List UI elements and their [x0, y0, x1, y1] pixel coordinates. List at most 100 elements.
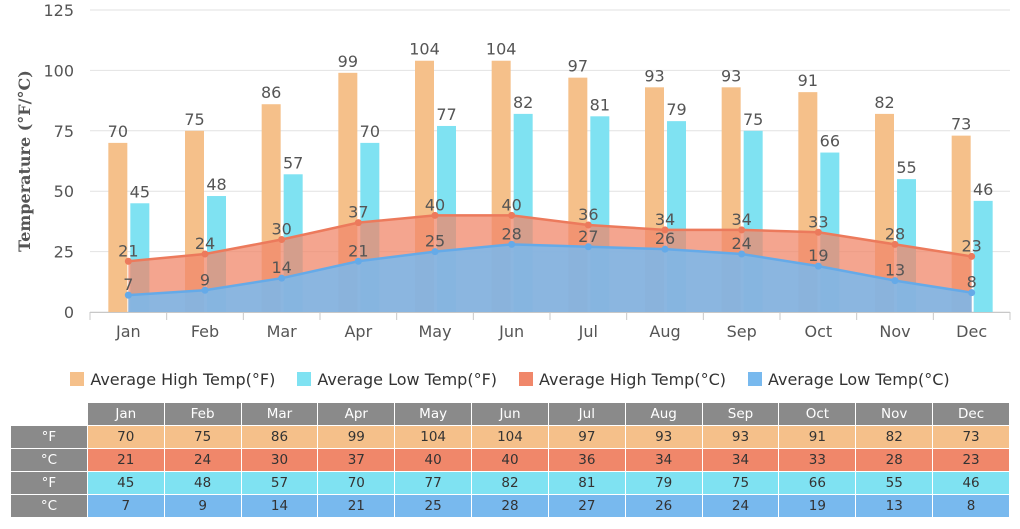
table-cell: 23	[933, 449, 1009, 471]
data-label-low-f: 81	[590, 95, 610, 114]
data-label-low-c: 24	[731, 234, 751, 253]
table-cell: 46	[933, 472, 1009, 494]
data-label-high-f: 86	[261, 83, 281, 102]
point-low-c	[891, 277, 899, 285]
point-high-c	[201, 250, 209, 258]
chart-legend: Average High Temp(°F) Average Low Temp(°F…	[0, 366, 1020, 392]
table-cell: 27	[548, 495, 625, 517]
data-label-high-f: 91	[798, 71, 818, 90]
table-cell: 26	[625, 495, 702, 517]
data-label-high-c: 28	[885, 224, 905, 243]
table-cell: 82	[856, 426, 933, 448]
x-tick-label: Aug	[649, 322, 680, 341]
table-row: °F 70 75 86 99 104 104 97 93 93 91 82 73	[11, 426, 1009, 448]
table-row-unit: °F	[11, 472, 87, 494]
point-high-c	[661, 226, 669, 234]
data-label-high-c: 23	[961, 236, 981, 255]
data-label-high-f: 99	[338, 52, 358, 71]
table-cell: 40	[472, 449, 548, 471]
table-row-unit: °C	[11, 495, 87, 517]
line-high-c	[128, 214, 972, 263]
table-row: °F 45 48 57 70 77 82 81 79 75 66 55 46	[11, 472, 1009, 494]
data-label-high-c: 34	[655, 210, 675, 229]
table-header-month: Sep	[702, 403, 779, 425]
data-label-low-f: 45	[130, 182, 150, 201]
table-corner	[11, 403, 87, 425]
x-tick-label: May	[418, 322, 451, 341]
data-label-low-f: 55	[896, 158, 916, 177]
legend-label: Average High Temp(°C)	[539, 369, 726, 389]
x-tick-label: Apr	[344, 322, 372, 341]
point-low-c	[508, 240, 516, 248]
table-header-month: Dec	[933, 403, 1009, 425]
legend-label: Average Low Temp(°C)	[767, 369, 950, 389]
x-tick-label: Oct	[804, 322, 832, 341]
table-cell: 40	[395, 449, 472, 471]
table-cell: 70	[87, 426, 164, 448]
table-cell: 30	[241, 449, 318, 471]
legend-item[interactable]: Average Low Temp(°F)	[297, 370, 497, 389]
data-label-high-c: 37	[348, 203, 368, 222]
table-cell: 55	[856, 472, 933, 494]
point-low-c	[661, 245, 669, 253]
x-tick-label: Jan	[115, 322, 141, 341]
table-header-month: Jan	[87, 403, 164, 425]
table-cell: 79	[625, 472, 702, 494]
table-header-month: May	[395, 403, 472, 425]
legend-label: Average High Temp(°F)	[90, 369, 276, 389]
point-low-c	[201, 286, 209, 294]
x-tick-label: Feb	[191, 322, 219, 341]
point-high-c	[278, 236, 286, 244]
data-label-low-f: 57	[283, 153, 303, 172]
table-cell: 37	[318, 449, 395, 471]
table-cell: 93	[702, 426, 779, 448]
point-high-c	[814, 228, 822, 236]
data-label-high-f: 82	[874, 93, 894, 112]
data-label-high-c: 40	[425, 195, 445, 214]
table-cell: 9	[164, 495, 241, 517]
table-header-month: Oct	[779, 403, 856, 425]
table-cell: 75	[702, 472, 779, 494]
table-cell: 25	[395, 495, 472, 517]
table-cell: 82	[472, 472, 548, 494]
temperature-table: Jan Feb Mar Apr May Jun Jul Aug Sep Oct Nov Dec °F 7…	[10, 402, 1010, 518]
table-header-month: Mar	[241, 403, 318, 425]
data-label-low-f: 77	[436, 105, 456, 124]
legend-item[interactable]: Average Low Temp(°C)	[747, 369, 950, 389]
legend-item[interactable]: Average High Temp(°C)	[519, 370, 726, 389]
data-label-high-f: 73	[951, 115, 971, 134]
legend-item[interactable]: Average High Temp(°F)	[70, 370, 275, 389]
table-cell: 7	[87, 495, 164, 517]
data-label-high-f: 70	[108, 122, 128, 141]
table-cell: 75	[164, 426, 241, 448]
table-header-month: Apr	[318, 403, 395, 425]
table-cell: 34	[625, 449, 702, 471]
table-cell: 45	[87, 472, 164, 494]
data-label-low-c: 27	[578, 227, 598, 246]
point-high-c	[891, 240, 899, 248]
point-low-c	[354, 257, 362, 265]
table-cell: 99	[318, 426, 395, 448]
table-cell: 24	[164, 449, 241, 471]
data-label-low-f: 70	[360, 122, 380, 141]
table-cell: 28	[472, 495, 548, 517]
data-label-high-f: 97	[568, 57, 588, 76]
table-cell: 70	[318, 472, 395, 494]
data-label-high-c: 30	[271, 220, 291, 239]
point-low-c	[431, 248, 439, 256]
data-label-low-c: 25	[425, 232, 445, 251]
table-cell: 104	[395, 426, 472, 448]
table-cell: 97	[548, 426, 625, 448]
point-high-c	[354, 219, 362, 227]
data-label-high-c: 33	[808, 212, 828, 231]
table-cell: 34	[702, 449, 779, 471]
table-cell: 36	[548, 449, 625, 471]
table-row: °C 21 24 30 37 40 40 36 34 34 33 28 23	[11, 449, 1009, 471]
table-cell: 8	[933, 495, 1009, 517]
data-label-low-f: 79	[666, 100, 686, 119]
table-cell: 28	[856, 449, 933, 471]
data-label-high-c: 36	[578, 205, 598, 224]
y-tick-label: 100	[43, 61, 74, 80]
y-tick-label: 125	[43, 1, 74, 20]
data-label-low-c: 13	[885, 261, 905, 280]
